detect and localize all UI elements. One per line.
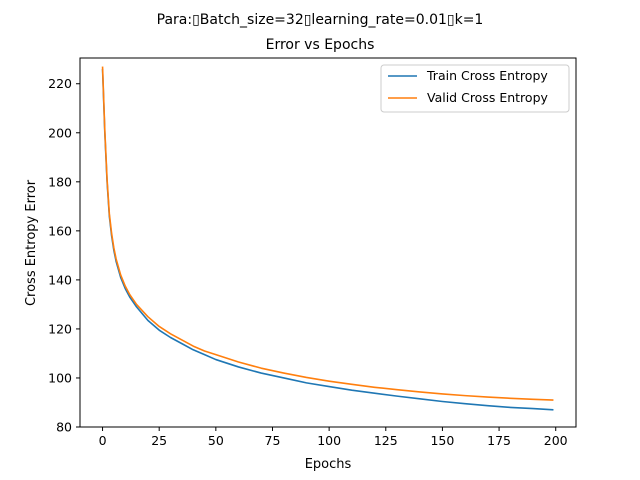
x-tick-label: 100 xyxy=(317,433,341,448)
x-tick-label: 50 xyxy=(208,433,224,448)
series-line-train xyxy=(101,69,554,411)
y-tick-label: 220 xyxy=(48,76,72,91)
legend: Train Cross Entropy Valid Cross Entropy xyxy=(380,64,570,113)
y-tick-label: 200 xyxy=(48,125,72,140)
x-tick-label: 25 xyxy=(151,433,167,448)
y-axis-label: Cross Entropy Error xyxy=(24,179,39,306)
plot-frame xyxy=(79,57,577,428)
x-axis-label: Epochs xyxy=(305,457,352,472)
series-line-valid xyxy=(101,66,554,401)
legend-label-train: Train Cross Entropy xyxy=(426,68,548,83)
chart-title: Error vs Epochs xyxy=(266,37,375,53)
y-tick-label: 180 xyxy=(48,174,72,189)
x-axis-ticks: 0 25 50 75 100 125 150 175 200 xyxy=(99,427,568,448)
y-tick-label: 140 xyxy=(48,272,72,287)
y-tick-label: 100 xyxy=(48,370,72,385)
x-tick-label: 200 xyxy=(544,433,568,448)
x-tick-label: 0 xyxy=(99,433,107,448)
legend-label-valid: Valid Cross Entropy xyxy=(427,90,549,105)
y-tick-label: 120 xyxy=(48,321,72,336)
x-tick-label: 75 xyxy=(265,433,281,448)
y-tick-label: 80 xyxy=(56,420,72,435)
x-tick-label: 175 xyxy=(487,433,511,448)
x-tick-label: 150 xyxy=(430,433,454,448)
y-tick-label: 160 xyxy=(48,223,72,238)
x-tick-label: 125 xyxy=(374,433,398,448)
chart-suptitle: Para:▯Batch_size=32▯learning_rate=0.01▯k… xyxy=(157,12,484,28)
y-axis-ticks: 80 100 120 140 160 180 200 220 xyxy=(48,76,80,435)
legend-box xyxy=(380,64,570,113)
plot-lines xyxy=(101,66,554,411)
